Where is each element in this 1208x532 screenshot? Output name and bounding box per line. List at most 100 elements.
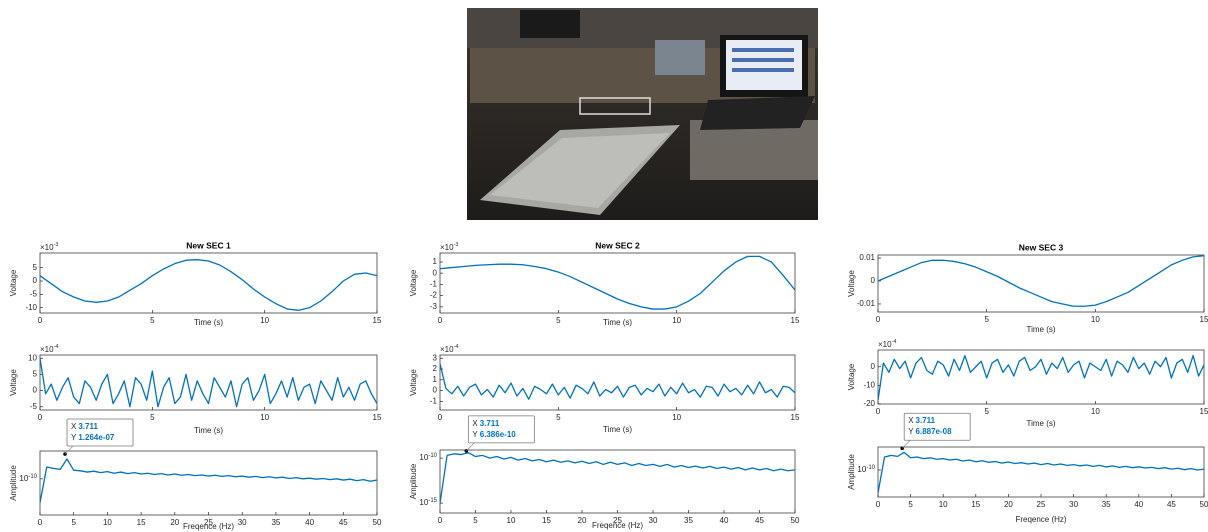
x-axis-label: Time (s)	[1026, 325, 1055, 334]
x-tick-label: 30	[1069, 500, 1078, 509]
x-tick-label: 5	[984, 407, 989, 416]
signal-line	[440, 452, 795, 504]
x-tick-label: 10	[260, 316, 269, 325]
multiplier-base: ×10	[440, 345, 454, 354]
y-tick-exponent: -10	[866, 465, 875, 471]
datatip-x-prefix: X	[71, 422, 77, 431]
x-axis-label: Time (s)	[603, 318, 632, 327]
x-tick-label: 15	[971, 500, 980, 509]
datatip-x: X 3.711	[908, 416, 935, 425]
y-tick-label: -10	[863, 380, 875, 389]
y-tick-base: 10	[419, 498, 428, 507]
datatip-x-value: 3.711	[78, 422, 98, 431]
signal-line	[440, 363, 795, 400]
datatip-y-prefix: Y	[908, 427, 914, 436]
x-tick-label: 5	[556, 316, 561, 325]
multiplier-exponent: -3	[54, 242, 59, 248]
plot-area	[39, 450, 378, 516]
x-tick-label: 25	[1037, 500, 1046, 509]
y-tick-exponent: -15	[428, 498, 437, 504]
x-axis-label: Time (s)	[194, 318, 223, 327]
y-axis-label: Amplitude	[409, 463, 418, 499]
x-tick-label: 15	[137, 518, 146, 527]
y-tick-base: 10	[857, 465, 866, 474]
x-tick-label: 10	[1091, 407, 1100, 416]
y-tick-label: 1	[433, 257, 438, 266]
x-axis-label: Time (s)	[603, 425, 632, 434]
multiplier-base: ×10	[40, 345, 54, 354]
x-tick-label: 45	[339, 518, 348, 527]
y-axis-label: Voltage	[9, 369, 18, 396]
y-tick-label: -0.01	[857, 299, 876, 308]
x-tick-label: 25	[613, 516, 622, 525]
multiplier-exponent: -4	[892, 339, 897, 345]
multiplier-base: ×10	[440, 243, 454, 252]
datatip-x-value: 3.711	[480, 419, 500, 428]
y-multiplier: ×10-4	[440, 344, 458, 354]
x-tick-label: 10	[507, 516, 516, 525]
x-tick-label: 40	[1134, 500, 1143, 509]
subplot: 0 5 10 15 5 0 -5 -10 ×10-3 New SEC 1 Time (s) Volta…	[9, 240, 382, 327]
y-axis-label: Voltage	[9, 269, 18, 296]
y-tick-label: 10-15	[419, 498, 437, 508]
x-tick-label: 50	[791, 516, 800, 525]
datatip-x-prefix: X	[908, 416, 914, 425]
datatip-y: Y 6.887e-08	[908, 427, 952, 436]
y-multiplier: ×10-3	[40, 242, 58, 252]
y-axis-label: Voltage	[409, 369, 418, 396]
y-tick-label: 2	[433, 364, 438, 373]
x-tick-label: 15	[373, 413, 382, 422]
x-tick-label: 0	[438, 516, 443, 525]
x-tick-label: 35	[271, 518, 280, 527]
x-tick-label: 0	[876, 315, 881, 324]
plot-area	[439, 252, 796, 314]
y-tick-base: 10	[419, 453, 428, 462]
multiplier-exponent: -4	[54, 344, 59, 350]
x-axis-label: Freqence (Hz)	[1015, 515, 1066, 524]
y-tick-label: 0	[33, 386, 38, 395]
x-tick-label: 40	[305, 518, 314, 527]
y-axis-label: Amplitude	[9, 465, 18, 501]
lab-photo	[467, 8, 818, 220]
x-tick-label: 5	[150, 316, 155, 325]
x-tick-label: 10	[672, 316, 681, 325]
x-tick-label: 45	[1167, 500, 1176, 509]
datatip-y-value: 6.887e-08	[916, 427, 953, 436]
x-tick-label: 10	[672, 413, 681, 422]
x-tick-label: 5	[556, 413, 561, 422]
y-tick-label: 10-10	[419, 453, 437, 463]
subplot: 0 5 10 15 0 -10 -20 ×10-4 Time (s) Voltage	[847, 339, 1208, 428]
plot-area	[877, 254, 1205, 313]
plot-area	[877, 349, 1205, 405]
x-tick-label: 15	[1200, 407, 1208, 416]
x-tick-label: 40	[720, 516, 729, 525]
datatip-box	[903, 412, 971, 441]
y-tick-exponent: -10	[28, 473, 37, 479]
datatip-x-value: 3.711	[916, 416, 936, 425]
x-tick-label: 15	[373, 316, 382, 325]
y-tick-label: -20	[863, 399, 875, 408]
y-tick-label: 0	[33, 276, 38, 285]
y-tick-label: 3	[433, 353, 438, 362]
datatip-box	[66, 418, 134, 447]
plot-area	[877, 446, 1205, 498]
signal-line	[40, 358, 377, 408]
y-tick-label: 0	[871, 276, 876, 285]
y-multiplier: ×10-4	[878, 339, 896, 349]
y-axis-label: Amplitude	[847, 454, 856, 490]
y-tick-label: -1	[430, 280, 438, 289]
x-tick-label: 15	[1200, 315, 1208, 324]
x-axis-label: Time (s)	[1026, 419, 1055, 428]
y-tick-label: 10-10	[857, 465, 875, 475]
x-tick-label: 15	[542, 516, 551, 525]
x-tick-label: 0	[438, 316, 443, 325]
x-tick-label: 10	[1091, 315, 1100, 324]
x-tick-label: 30	[649, 516, 658, 525]
y-tick-label: -1	[430, 396, 438, 405]
plot-area	[39, 252, 378, 314]
x-tick-label: 20	[1004, 500, 1013, 509]
datatip-y-value: 1.264e-07	[78, 433, 115, 442]
